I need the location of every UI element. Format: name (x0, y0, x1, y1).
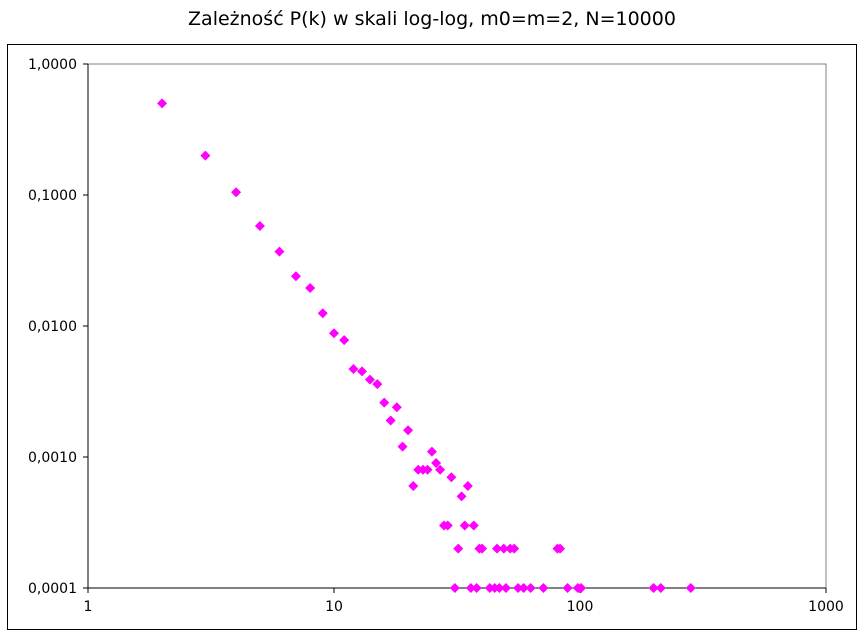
x-tick-label: 100 (567, 599, 594, 615)
data-point-marker (449, 583, 460, 593)
data-point-marker (456, 491, 467, 502)
data-point-marker (357, 366, 368, 377)
data-point-marker (518, 583, 529, 593)
data-point-marker (459, 520, 470, 531)
data-point-marker (655, 583, 666, 593)
data-point-marker (435, 464, 446, 475)
data-point-marker (465, 583, 476, 593)
data-point-marker (562, 583, 573, 593)
data-point-marker (290, 271, 301, 282)
data-point-marker (513, 583, 524, 593)
data-point-marker (431, 457, 442, 468)
x-tick-label: 1 (84, 599, 93, 615)
data-point-marker (422, 464, 433, 475)
data-point-marker (442, 520, 453, 531)
data-point-marker (329, 328, 339, 339)
y-tick-label: 0,0001 (28, 581, 77, 597)
data-point-marker (231, 187, 242, 198)
data-point-marker (468, 520, 479, 531)
data-point-marker (538, 583, 549, 593)
data-point-marker (408, 481, 419, 492)
data-point-marker (379, 397, 390, 408)
data-point-marker (200, 150, 211, 161)
chart-frame (7, 44, 857, 630)
y-tick-label: 0,1000 (28, 188, 77, 204)
data-point-marker (317, 308, 328, 319)
y-tick-label: 1,0000 (28, 57, 77, 73)
data-point-marker (576, 583, 587, 593)
data-point-marker (498, 543, 509, 554)
data-point-marker (494, 583, 505, 593)
data-point-marker (364, 374, 375, 385)
data-point-marker (509, 543, 520, 554)
data-point-marker (500, 583, 511, 593)
y-tick-label: 0,0010 (28, 450, 77, 466)
y-tick-label: 0,0100 (28, 319, 77, 335)
data-point-marker (397, 441, 408, 452)
data-point-marker (403, 425, 414, 436)
data-point-marker (348, 363, 359, 374)
data-point-marker (391, 402, 402, 413)
plot-border (87, 63, 827, 589)
data-point-marker (471, 583, 482, 593)
x-tick-label: 1000 (808, 599, 844, 615)
data-point-marker (426, 446, 437, 457)
data-point-marker (685, 583, 696, 593)
data-point-marker (525, 583, 536, 593)
data-point-marker (254, 220, 265, 231)
data-point-marker (462, 481, 473, 492)
chart-title: Zależność P(k) w skali log-log, m0=m=2, … (188, 8, 676, 30)
data-point-marker (492, 543, 503, 554)
data-point-marker (648, 583, 659, 593)
data-point-marker (274, 246, 285, 257)
data-point-marker (477, 543, 488, 554)
data-point-marker (385, 415, 396, 426)
data-point-marker (305, 283, 316, 294)
data-point-marker (157, 98, 168, 109)
data-point-marker (555, 543, 566, 554)
x-tick-label: 10 (325, 599, 343, 615)
data-point-marker (372, 379, 383, 390)
data-point-marker (339, 335, 350, 346)
data-point-marker (453, 543, 464, 554)
data-point-marker (446, 472, 457, 483)
